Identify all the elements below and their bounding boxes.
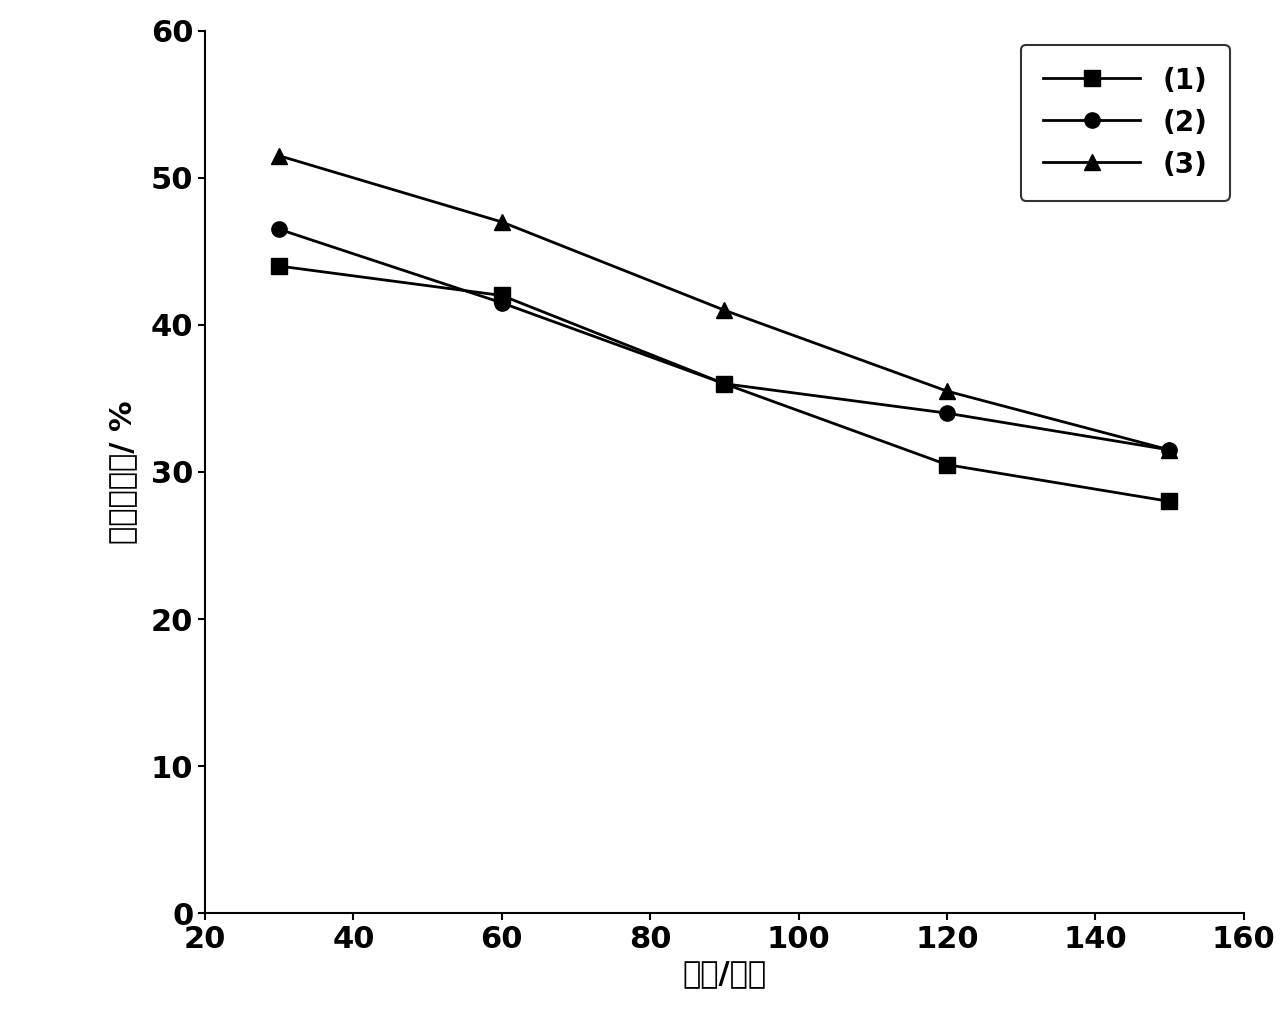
- (1): [940, 459, 955, 471]
- (3): [494, 215, 509, 228]
- Y-axis label: 丙烷转化率/ %: 丙烷转化率/ %: [108, 400, 137, 544]
- (2): [494, 297, 509, 309]
- Legend: (1), (2), (3): (1), (2), (3): [1020, 45, 1229, 201]
- (2): [1161, 444, 1177, 457]
- Line: (1): (1): [272, 259, 1177, 509]
- (2): [717, 378, 732, 390]
- Line: (2): (2): [272, 222, 1177, 458]
- (1): [717, 378, 732, 390]
- Line: (3): (3): [272, 148, 1177, 458]
- (1): [1161, 496, 1177, 508]
- (2): [272, 224, 287, 236]
- (2): [940, 407, 955, 420]
- (3): [717, 304, 732, 316]
- (1): [494, 289, 509, 302]
- (3): [1161, 444, 1177, 457]
- X-axis label: 时间/分钟: 时间/分钟: [682, 959, 767, 988]
- (3): [272, 150, 287, 162]
- (3): [940, 385, 955, 397]
- (1): [272, 260, 287, 272]
